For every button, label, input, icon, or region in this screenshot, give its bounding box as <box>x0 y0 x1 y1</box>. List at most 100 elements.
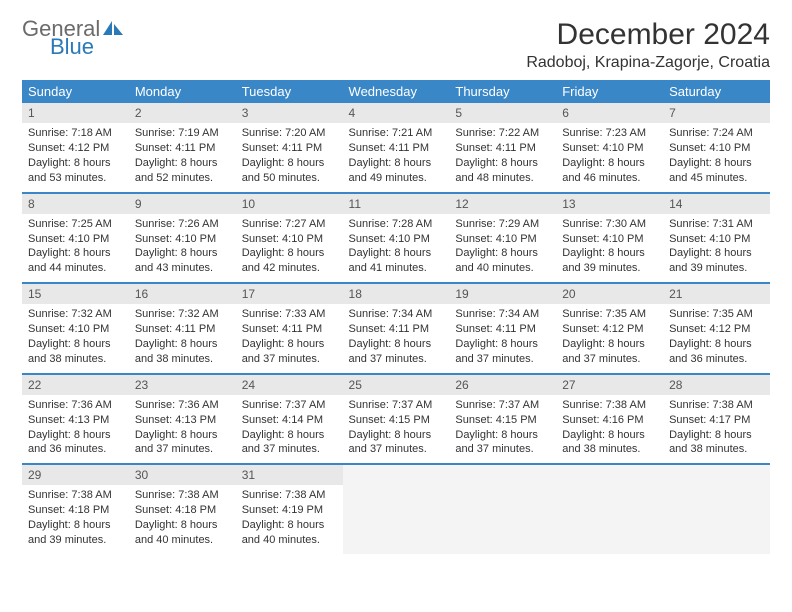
calendar-day-cell: 16Sunrise: 7:32 AMSunset: 4:11 PMDayligh… <box>129 283 236 374</box>
daylight-line: Daylight: 8 hours and 36 minutes. <box>28 428 123 458</box>
sunrise-line: Sunrise: 7:38 AM <box>135 488 230 503</box>
daylight-line: Daylight: 8 hours and 37 minutes. <box>562 337 657 367</box>
calendar-day-cell: 20Sunrise: 7:35 AMSunset: 4:12 PMDayligh… <box>556 283 663 374</box>
day-body: Sunrise: 7:32 AMSunset: 4:11 PMDaylight:… <box>129 304 236 372</box>
daylight-line: Daylight: 8 hours and 37 minutes. <box>455 428 550 458</box>
day-body: Sunrise: 7:34 AMSunset: 4:11 PMDaylight:… <box>449 304 556 372</box>
sunset-line: Sunset: 4:15 PM <box>455 413 550 428</box>
daylight-line: Daylight: 8 hours and 37 minutes. <box>242 428 337 458</box>
daylight-line: Daylight: 8 hours and 39 minutes. <box>28 518 123 548</box>
sunset-line: Sunset: 4:16 PM <box>562 413 657 428</box>
weekday-header: Friday <box>556 80 663 103</box>
day-body: Sunrise: 7:23 AMSunset: 4:10 PMDaylight:… <box>556 123 663 191</box>
calendar-week-row: 29Sunrise: 7:38 AMSunset: 4:18 PMDayligh… <box>22 464 770 554</box>
sunset-line: Sunset: 4:10 PM <box>562 232 657 247</box>
sunset-line: Sunset: 4:18 PM <box>135 503 230 518</box>
calendar-day-cell: 26Sunrise: 7:37 AMSunset: 4:15 PMDayligh… <box>449 374 556 465</box>
day-number: 12 <box>449 194 556 214</box>
calendar-day-cell <box>449 464 556 554</box>
calendar-day-cell <box>343 464 450 554</box>
day-number: 5 <box>449 103 556 123</box>
sunrise-line: Sunrise: 7:38 AM <box>242 488 337 503</box>
day-body: Sunrise: 7:22 AMSunset: 4:11 PMDaylight:… <box>449 123 556 191</box>
daylight-line: Daylight: 8 hours and 38 minutes. <box>135 337 230 367</box>
day-body: Sunrise: 7:37 AMSunset: 4:14 PMDaylight:… <box>236 395 343 463</box>
sunset-line: Sunset: 4:11 PM <box>242 322 337 337</box>
sunset-line: Sunset: 4:18 PM <box>28 503 123 518</box>
calendar-day-cell: 27Sunrise: 7:38 AMSunset: 4:16 PMDayligh… <box>556 374 663 465</box>
calendar-day-cell: 30 Sunrise: 7:38 AMSunset: 4:18 PMDayligh… <box>129 464 236 554</box>
day-body: Sunrise: 7:29 AMSunset: 4:10 PMDaylight:… <box>449 214 556 282</box>
daylight-line: Daylight: 8 hours and 36 minutes. <box>669 337 764 367</box>
calendar-day-cell: 17Sunrise: 7:33 AMSunset: 4:11 PMDayligh… <box>236 283 343 374</box>
sunset-line: Sunset: 4:11 PM <box>349 141 444 156</box>
day-body: Sunrise: 7:27 AMSunset: 4:10 PMDaylight:… <box>236 214 343 282</box>
weekday-header: Monday <box>129 80 236 103</box>
sunrise-line: Sunrise: 7:32 AM <box>28 307 123 322</box>
sunrise-line: Sunrise: 7:38 AM <box>28 488 123 503</box>
calendar-day-cell: 28Sunrise: 7:38 AMSunset: 4:17 PMDayligh… <box>663 374 770 465</box>
sunrise-line: Sunrise: 7:38 AM <box>562 398 657 413</box>
sunrise-line: Sunrise: 7:19 AM <box>135 126 230 141</box>
calendar-day-cell: 10Sunrise: 7:27 AMSunset: 4:10 PMDayligh… <box>236 193 343 284</box>
day-body: Sunrise: 7:35 AMSunset: 4:12 PMDaylight:… <box>556 304 663 372</box>
sunrise-line: Sunrise: 7:22 AM <box>455 126 550 141</box>
sunset-line: Sunset: 4:10 PM <box>28 322 123 337</box>
sunset-line: Sunset: 4:11 PM <box>455 141 550 156</box>
sunset-line: Sunset: 4:10 PM <box>669 232 764 247</box>
daylight-line: Daylight: 8 hours and 50 minutes. <box>242 156 337 186</box>
calendar-week-row: 15Sunrise: 7:32 AMSunset: 4:10 PMDayligh… <box>22 283 770 374</box>
daylight-line: Daylight: 8 hours and 49 minutes. <box>349 156 444 186</box>
day-number: 22 <box>22 375 129 395</box>
day-number: 6 <box>556 103 663 123</box>
day-number: 31 <box>236 465 343 485</box>
sunrise-line: Sunrise: 7:20 AM <box>242 126 337 141</box>
calendar-day-cell <box>556 464 663 554</box>
sunrise-line: Sunrise: 7:34 AM <box>349 307 444 322</box>
calendar-day-cell: 24Sunrise: 7:37 AMSunset: 4:14 PMDayligh… <box>236 374 343 465</box>
calendar-day-cell: 25Sunrise: 7:37 AMSunset: 4:15 PMDayligh… <box>343 374 450 465</box>
day-body: Sunrise: 7:37 AMSunset: 4:15 PMDaylight:… <box>343 395 450 463</box>
day-body: Sunrise: 7:24 AMSunset: 4:10 PMDaylight:… <box>663 123 770 191</box>
day-body: Sunrise: 7:38 AMSunset: 4:18 PMDaylight:… <box>22 485 129 553</box>
calendar-day-cell: 18Sunrise: 7:34 AMSunset: 4:11 PMDayligh… <box>343 283 450 374</box>
daylight-line: Daylight: 8 hours and 39 minutes. <box>669 246 764 276</box>
daylight-line: Daylight: 8 hours and 45 minutes. <box>669 156 764 186</box>
sunset-line: Sunset: 4:17 PM <box>669 413 764 428</box>
sunrise-line: Sunrise: 7:24 AM <box>669 126 764 141</box>
sunrise-line: Sunrise: 7:37 AM <box>349 398 444 413</box>
day-body: Sunrise: 7:30 AMSunset: 4:10 PMDaylight:… <box>556 214 663 282</box>
calendar-week-row: 8Sunrise: 7:25 AMSunset: 4:10 PMDaylight… <box>22 193 770 284</box>
day-body: Sunrise: 7:18 AMSunset: 4:12 PMDaylight:… <box>22 123 129 191</box>
daylight-line: Daylight: 8 hours and 38 minutes. <box>562 428 657 458</box>
sunrise-line: Sunrise: 7:25 AM <box>28 217 123 232</box>
sunrise-line: Sunrise: 7:27 AM <box>242 217 337 232</box>
calendar-day-cell: 21Sunrise: 7:35 AMSunset: 4:12 PMDayligh… <box>663 283 770 374</box>
daylight-line: Daylight: 8 hours and 53 minutes. <box>28 156 123 186</box>
day-number: 14 <box>663 194 770 214</box>
weekday-header: Saturday <box>663 80 770 103</box>
daylight-line: Daylight: 8 hours and 52 minutes. <box>135 156 230 186</box>
day-body: Sunrise: 7:32 AMSunset: 4:10 PMDaylight:… <box>22 304 129 372</box>
sunset-line: Sunset: 4:10 PM <box>28 232 123 247</box>
sunrise-line: Sunrise: 7:33 AM <box>242 307 337 322</box>
day-body: Sunrise: 7:25 AMSunset: 4:10 PMDaylight:… <box>22 214 129 282</box>
day-number: 30 <box>129 465 236 485</box>
daylight-line: Daylight: 8 hours and 40 minutes. <box>455 246 550 276</box>
day-number: 18 <box>343 284 450 304</box>
calendar-day-cell: 15Sunrise: 7:32 AMSunset: 4:10 PMDayligh… <box>22 283 129 374</box>
calendar-day-cell: 4Sunrise: 7:21 AMSunset: 4:11 PMDaylight… <box>343 103 450 193</box>
day-number: 8 <box>22 194 129 214</box>
daylight-line: Daylight: 8 hours and 38 minutes. <box>28 337 123 367</box>
day-body: Sunrise: 7:26 AMSunset: 4:10 PMDaylight:… <box>129 214 236 282</box>
day-body: Sunrise: 7:19 AMSunset: 4:11 PMDaylight:… <box>129 123 236 191</box>
daylight-line: Daylight: 8 hours and 40 minutes. <box>135 518 230 548</box>
calendar-day-cell: 7Sunrise: 7:24 AMSunset: 4:10 PMDaylight… <box>663 103 770 193</box>
day-number: 28 <box>663 375 770 395</box>
day-number: 21 <box>663 284 770 304</box>
sunrise-line: Sunrise: 7:35 AM <box>669 307 764 322</box>
day-number: 7 <box>663 103 770 123</box>
daylight-line: Daylight: 8 hours and 40 minutes. <box>242 518 337 548</box>
day-number: 24 <box>236 375 343 395</box>
title-block: December 2024 Radoboj, Krapina-Zagorje, … <box>526 18 770 72</box>
